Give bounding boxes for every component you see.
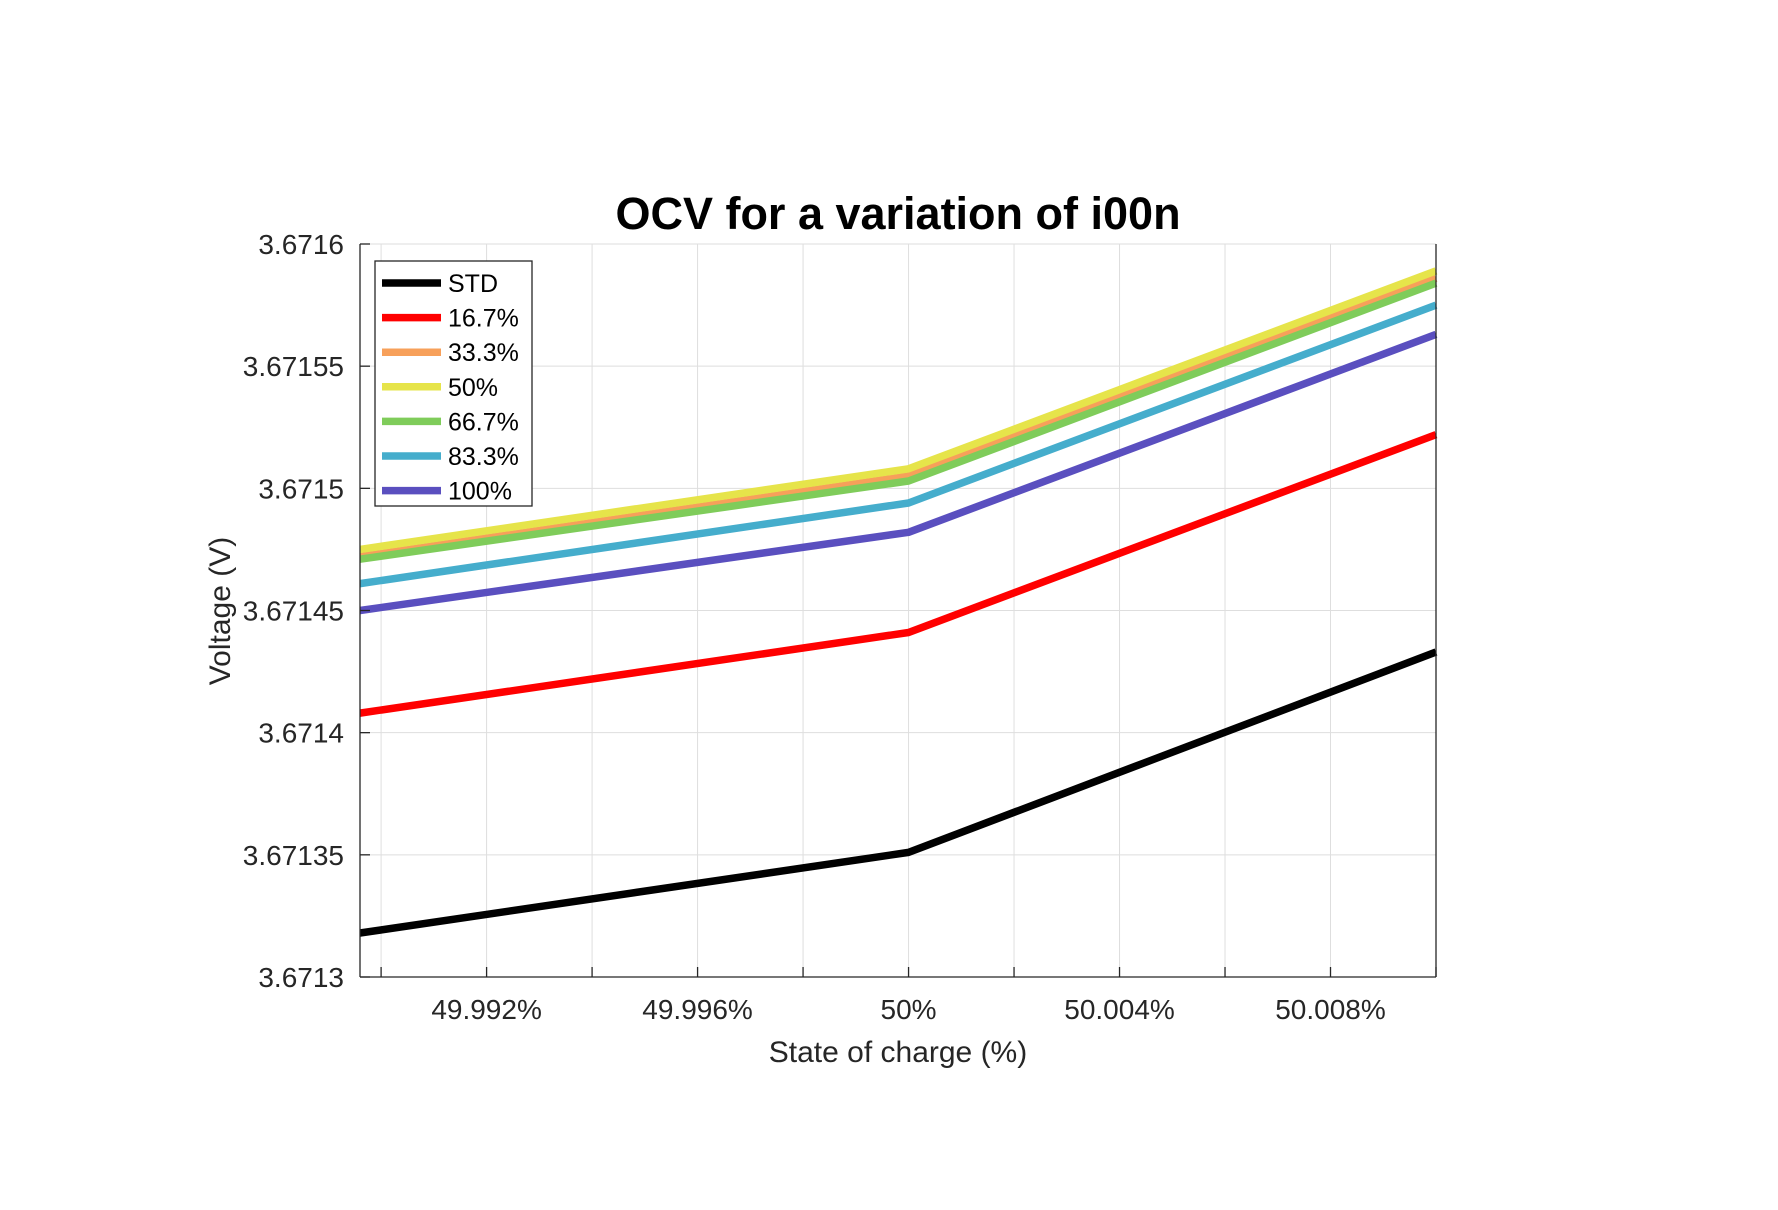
x-tick-label: 50.004% (1064, 994, 1175, 1025)
axes (359, 243, 1437, 978)
y-tick-label: 3.6714 (258, 718, 344, 749)
series-line-83-3pct (359, 301, 1438, 588)
y-axis-label: Voltage (V) (204, 537, 237, 685)
y-tick-label: 3.6715 (258, 473, 344, 504)
legend-label: 33.3% (448, 339, 519, 367)
x-tick-label: 50% (881, 994, 937, 1025)
legend: STD 16.7% 33.3% 50% 66.7% 83.3% 100% (374, 260, 533, 507)
series-line-50pct (359, 267, 1438, 554)
legend-label: STD (448, 270, 498, 298)
series-lines (359, 267, 1438, 937)
series-line-std (359, 648, 1438, 937)
y-tick-label: 3.6713 (258, 962, 344, 993)
x-tick-label: 50.008% (1275, 994, 1386, 1025)
chart-title: OCV for a variation of i00n (615, 188, 1180, 239)
series-line-16-7pct (359, 431, 1438, 717)
y-tick-label: 3.67145 (243, 596, 344, 627)
legend-label: 83.3% (448, 443, 519, 471)
legend-label: 16.7% (448, 305, 519, 333)
y-tick-label: 3.67155 (243, 351, 344, 382)
y-tick-label: 3.6716 (258, 229, 344, 260)
x-tick-label: 49.996% (642, 994, 753, 1025)
legend-label: 50% (448, 374, 498, 402)
legend-label: 66.7% (448, 408, 519, 436)
tick-labels: 49.992% 49.996% 50% 50.004% 50.008% 3.6713 3.6… (243, 229, 1386, 1025)
legend-label: 100% (448, 478, 512, 506)
x-axis-label: State of charge (%) (769, 1036, 1027, 1069)
y-tick-label: 3.67135 (243, 840, 344, 871)
series-line-66-7pct (359, 279, 1438, 563)
x-tick-label: 49.992% (431, 994, 542, 1025)
series-line-100pct (359, 330, 1438, 615)
